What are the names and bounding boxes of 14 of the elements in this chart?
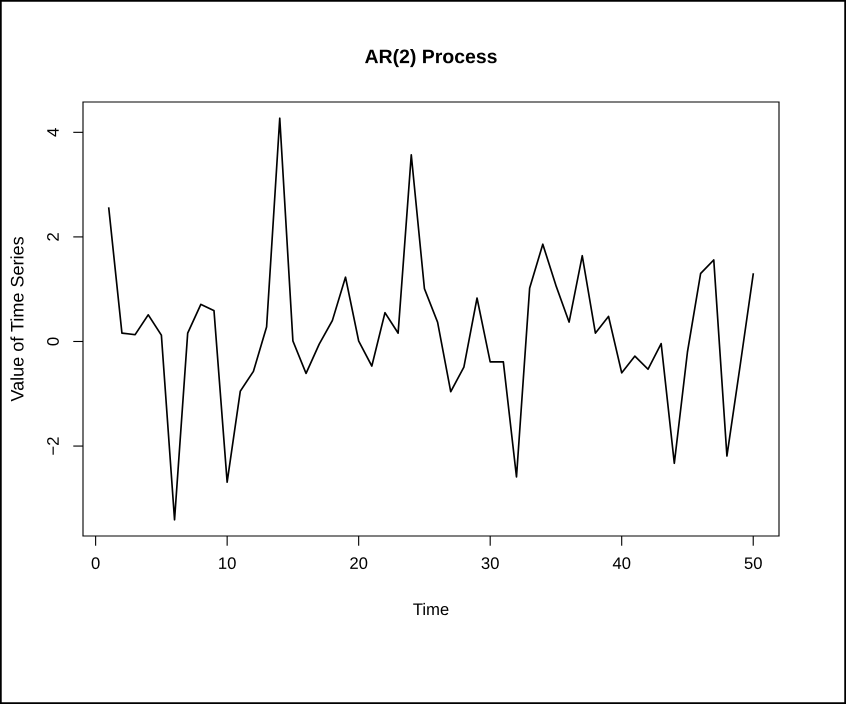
x-tick-label: 50 bbox=[744, 557, 762, 570]
y-tick-label: −2 bbox=[47, 437, 59, 455]
y-tick-label: 2 bbox=[47, 233, 59, 241]
line-series bbox=[108, 117, 754, 521]
chart-title: AR(2) Process bbox=[365, 49, 497, 68]
x-tick-label: 20 bbox=[350, 557, 368, 570]
x-tick-label: 10 bbox=[219, 557, 236, 570]
x-tick-label: 40 bbox=[612, 557, 630, 570]
y-tick-label: 4 bbox=[47, 128, 59, 137]
x-tick-label: 0 bbox=[92, 557, 100, 570]
x-axis-title: Time bbox=[413, 602, 448, 616]
y-axis-title: Value of Time Series bbox=[10, 237, 24, 402]
x-tick-label: 30 bbox=[482, 557, 499, 570]
y-tick-label: 0 bbox=[47, 338, 59, 346]
